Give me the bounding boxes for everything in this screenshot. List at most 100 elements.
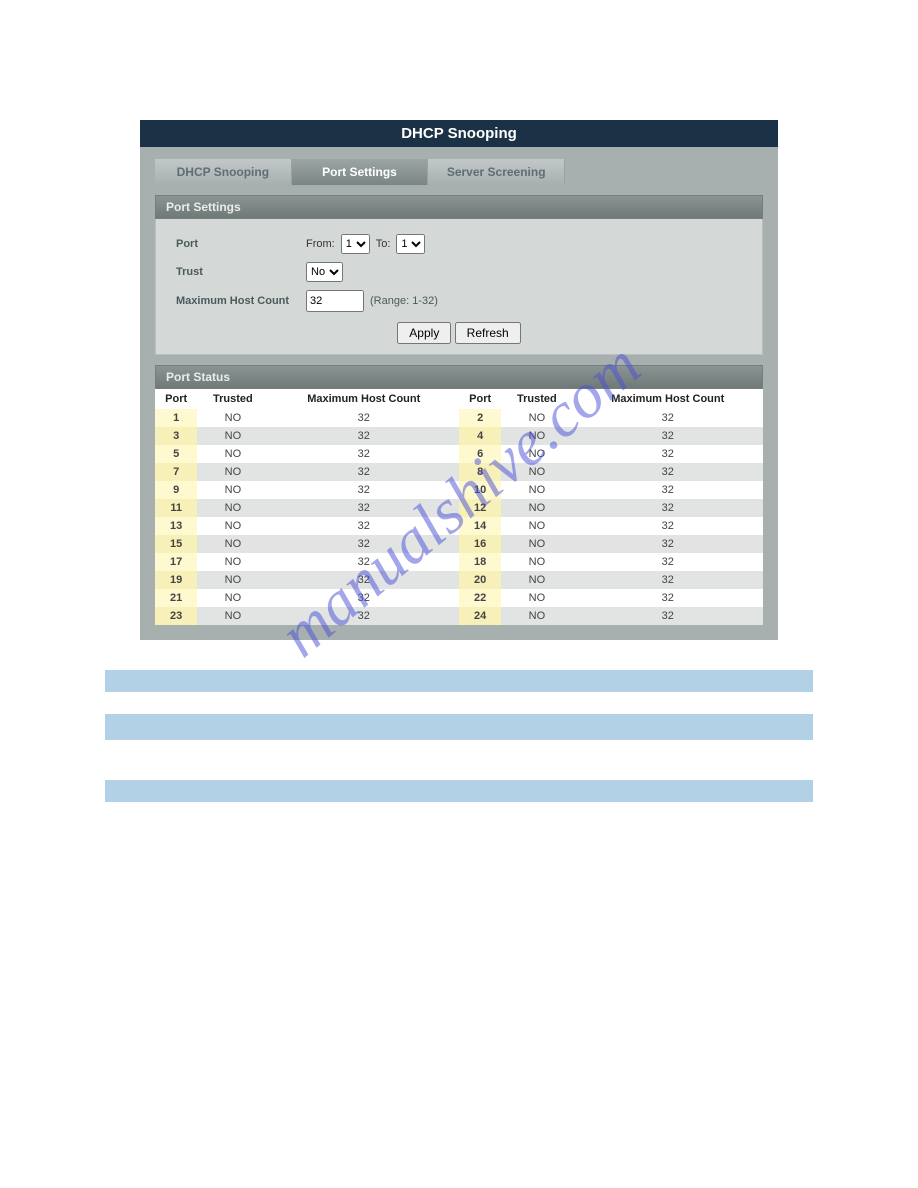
- table-cell: NO: [501, 571, 572, 589]
- table-cell: 16: [459, 535, 501, 553]
- port-status-section: Port Status Port Trusted Maximum Host Co…: [155, 365, 763, 625]
- table-cell: NO: [197, 499, 268, 517]
- table-cell: 32: [268, 481, 459, 499]
- table-cell: 32: [572, 427, 763, 445]
- table-row: 23NO3224NO32: [155, 607, 763, 625]
- table-cell: 32: [268, 445, 459, 463]
- table-cell: NO: [197, 481, 268, 499]
- table-cell: 32: [268, 427, 459, 445]
- table-cell: 19: [155, 571, 197, 589]
- port-status-table: Port Trusted Maximum Host Count Port Tru…: [155, 389, 763, 625]
- trust-select[interactable]: No: [306, 262, 343, 282]
- table-row: 1NO322NO32: [155, 409, 763, 427]
- col-trusted-1: Trusted: [197, 389, 268, 409]
- table-cell: NO: [501, 607, 572, 625]
- table-row: 9NO3210NO32: [155, 481, 763, 499]
- blue-bars-region: [105, 670, 813, 802]
- table-cell: 32: [572, 589, 763, 607]
- table-cell: 24: [459, 607, 501, 625]
- button-row: Apply Refresh: [176, 322, 742, 344]
- table-cell: NO: [197, 607, 268, 625]
- blue-bar: [105, 780, 813, 802]
- table-row: 15NO3216NO32: [155, 535, 763, 553]
- table-cell: 7: [155, 463, 197, 481]
- table-cell: NO: [501, 445, 572, 463]
- max-host-input[interactable]: [306, 290, 364, 312]
- table-cell: NO: [501, 517, 572, 535]
- table-cell: 32: [572, 445, 763, 463]
- table-cell: NO: [501, 535, 572, 553]
- range-hint: (Range: 1-32): [370, 295, 438, 307]
- app-panel: DHCP Snooping DHCP Snooping Port Setting…: [140, 120, 778, 640]
- table-cell: NO: [501, 553, 572, 571]
- port-from-select[interactable]: 1: [341, 234, 370, 254]
- table-header-row: Port Trusted Maximum Host Count Port Tru…: [155, 389, 763, 409]
- table-cell: NO: [501, 481, 572, 499]
- table-cell: 32: [268, 553, 459, 571]
- table-cell: 14: [459, 517, 501, 535]
- table-cell: 32: [572, 463, 763, 481]
- table-cell: 32: [572, 499, 763, 517]
- table-row: 5NO326NO32: [155, 445, 763, 463]
- table-row: 7NO328NO32: [155, 463, 763, 481]
- table-cell: NO: [197, 409, 268, 427]
- table-cell: 32: [268, 535, 459, 553]
- table-cell: 13: [155, 517, 197, 535]
- max-host-row: Maximum Host Count (Range: 1-32): [176, 290, 742, 312]
- table-cell: 32: [572, 535, 763, 553]
- tab-row: DHCP Snooping Port Settings Server Scree…: [155, 159, 565, 185]
- table-cell: NO: [501, 463, 572, 481]
- max-host-label: Maximum Host Count: [176, 295, 306, 307]
- table-cell: 20: [459, 571, 501, 589]
- blue-bar: [105, 670, 813, 692]
- port-status-header: Port Status: [155, 365, 763, 389]
- table-cell: 12: [459, 499, 501, 517]
- table-cell: 32: [268, 409, 459, 427]
- table-cell: 11: [155, 499, 197, 517]
- blue-bar: [105, 714, 813, 740]
- trust-label: Trust: [176, 266, 306, 278]
- table-cell: 21: [155, 589, 197, 607]
- tab-dhcp-snooping[interactable]: DHCP Snooping: [155, 159, 292, 185]
- port-to-select[interactable]: 1: [396, 234, 425, 254]
- table-cell: 2: [459, 409, 501, 427]
- table-cell: NO: [501, 499, 572, 517]
- tab-server-screening[interactable]: Server Screening: [428, 159, 565, 185]
- table-row: 3NO324NO32: [155, 427, 763, 445]
- table-cell: 32: [268, 589, 459, 607]
- table-cell: NO: [197, 517, 268, 535]
- table-cell: 32: [572, 481, 763, 499]
- table-cell: 10: [459, 481, 501, 499]
- table-cell: 32: [268, 463, 459, 481]
- table-cell: 32: [572, 607, 763, 625]
- table-cell: 22: [459, 589, 501, 607]
- table-cell: 8: [459, 463, 501, 481]
- table-cell: 32: [268, 571, 459, 589]
- table-cell: NO: [197, 589, 268, 607]
- table-cell: 18: [459, 553, 501, 571]
- refresh-button[interactable]: Refresh: [455, 322, 521, 344]
- table-cell: 6: [459, 445, 501, 463]
- table-row: 11NO3212NO32: [155, 499, 763, 517]
- page-title: DHCP Snooping: [140, 120, 778, 147]
- port-settings-header: Port Settings: [155, 195, 763, 219]
- table-cell: 17: [155, 553, 197, 571]
- table-cell: 5: [155, 445, 197, 463]
- port-row: Port From: 1 To: 1: [176, 234, 742, 254]
- table-cell: 32: [572, 409, 763, 427]
- apply-button[interactable]: Apply: [397, 322, 451, 344]
- table-cell: NO: [501, 427, 572, 445]
- table-cell: NO: [197, 571, 268, 589]
- table-cell: 23: [155, 607, 197, 625]
- table-cell: 32: [572, 517, 763, 535]
- table-cell: 15: [155, 535, 197, 553]
- tab-port-settings[interactable]: Port Settings: [292, 159, 429, 185]
- table-cell: NO: [197, 463, 268, 481]
- col-maxhost-1: Maximum Host Count: [268, 389, 459, 409]
- table-cell: NO: [197, 427, 268, 445]
- col-maxhost-2: Maximum Host Count: [572, 389, 763, 409]
- table-cell: 32: [572, 571, 763, 589]
- table-cell: 32: [572, 553, 763, 571]
- table-cell: 32: [268, 499, 459, 517]
- table-cell: NO: [197, 535, 268, 553]
